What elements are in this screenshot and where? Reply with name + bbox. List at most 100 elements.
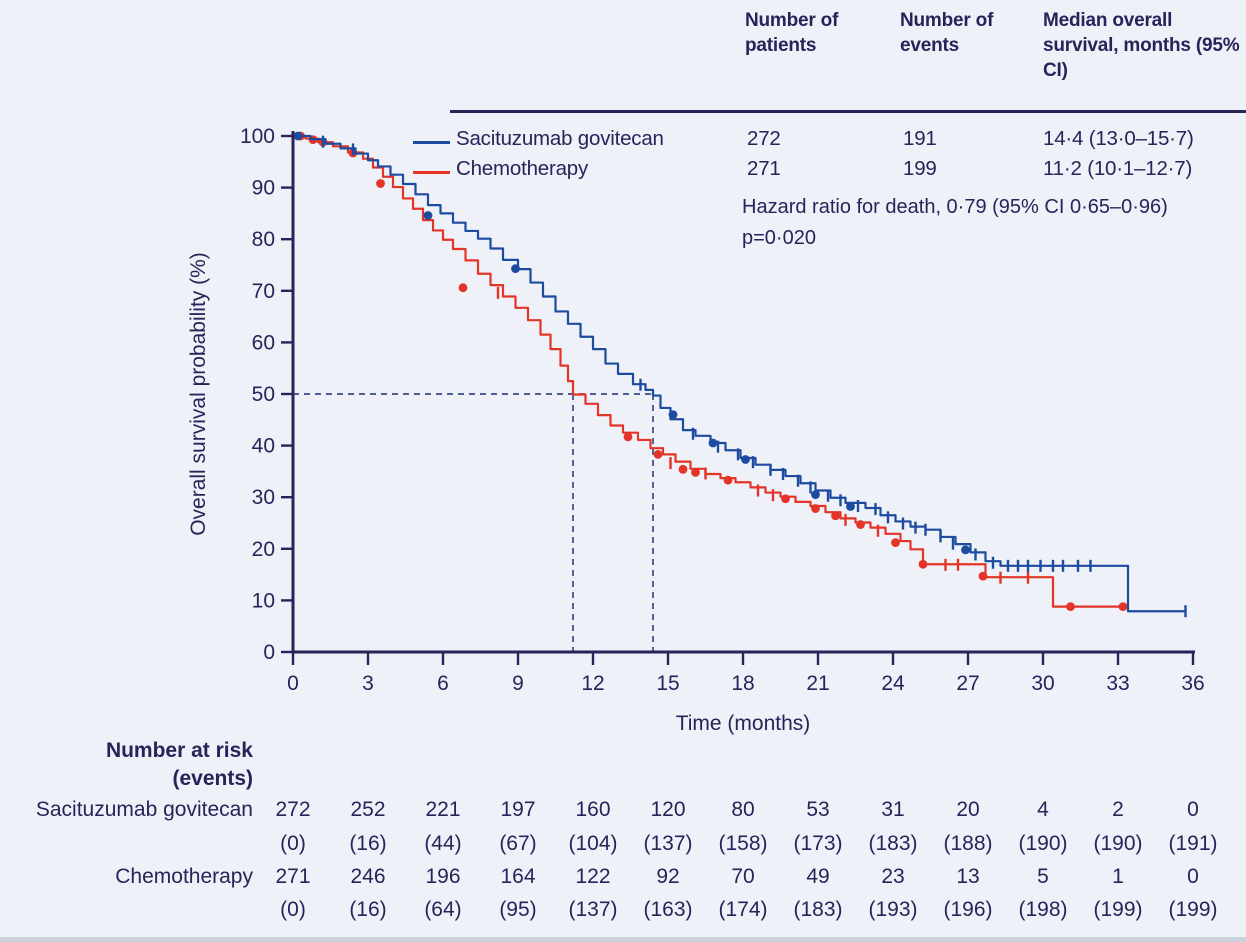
event-dot: [856, 520, 865, 529]
risk-value: 49: [806, 865, 829, 888]
event-dot: [623, 432, 633, 442]
x-tick-label: 9: [512, 672, 524, 695]
y-tick-label: 90: [252, 177, 275, 200]
risk-events-value: (0): [280, 898, 306, 921]
risk-value: 160: [575, 798, 610, 821]
y-tick-label: 70: [252, 280, 275, 303]
x-tick-label: 12: [581, 672, 604, 695]
risk-events-value: (44): [424, 832, 461, 855]
risk-value: 197: [500, 798, 535, 821]
stats-header-patients: Number of patients: [745, 10, 839, 57]
markers-sacituzumab: [293, 131, 1187, 618]
risk-row-label: Sacituzumab govitecan: [36, 798, 253, 821]
risk-events-value: (193): [868, 898, 917, 921]
y-tick-label: 0: [263, 641, 275, 664]
risk-events-value: (104): [568, 832, 617, 855]
stats-header-median: Median overall survival, months (95% CI): [1043, 10, 1240, 82]
x-tick-label: 3: [362, 672, 374, 695]
event-dot: [458, 283, 468, 293]
risk-value: 13: [956, 865, 979, 888]
risk-value: 80: [731, 798, 754, 821]
risk-events-value: (95): [499, 898, 536, 921]
legend-line-sacituzumab: [413, 141, 450, 144]
event-dot: [1066, 602, 1075, 611]
risk-events-value: (137): [643, 832, 692, 855]
x-tick-label: 0: [287, 672, 299, 695]
event-dot: [678, 464, 688, 474]
risk-value: 272: [275, 798, 310, 821]
x-tick-label: 36: [1181, 672, 1204, 695]
risk-value: 53: [806, 798, 829, 821]
y-tick-label: 50: [252, 383, 275, 406]
risk-value: 271: [275, 865, 310, 888]
risk-value: 4: [1037, 798, 1049, 821]
event-dot: [653, 449, 663, 459]
event-dot: [691, 468, 700, 477]
legend-line-chemotherapy: [413, 171, 450, 174]
axes: [281, 131, 1195, 665]
risk-value: 120: [650, 798, 685, 821]
event-dot: [293, 131, 303, 141]
event-dot: [961, 545, 970, 555]
event-dot: [831, 511, 840, 521]
risk-events-value: (188): [943, 832, 992, 855]
risk-value: 0: [1187, 865, 1199, 888]
event-dot: [1118, 602, 1128, 611]
risk-table-header-events: (events): [172, 767, 253, 790]
risk-events-value: (158): [718, 832, 767, 855]
chemotherapy-events-value: 199: [903, 157, 937, 180]
event-dot: [376, 179, 385, 188]
event-dot: [423, 211, 433, 220]
risk-events-value: (198): [1018, 898, 1067, 921]
risk-value: 0: [1187, 798, 1199, 821]
y-tick-label: 30: [252, 486, 275, 509]
x-tick-label: 27: [956, 672, 979, 695]
risk-value: 1: [1112, 865, 1124, 888]
x-tick-label: 33: [1106, 672, 1129, 695]
risk-events-value: (183): [793, 898, 842, 921]
hazard-ratio-text: Hazard ratio for death, 0·79 (95% CI 0·6…: [742, 196, 1168, 218]
risk-value: 23: [881, 865, 904, 888]
x-tick-label: 18: [731, 672, 754, 695]
y-tick-label: 40: [252, 435, 275, 458]
risk-events-value: (174): [718, 898, 767, 921]
legend-label-chemotherapy: Chemotherapy: [456, 157, 589, 180]
event-dot: [708, 438, 718, 448]
risk-events-value: (196): [943, 898, 992, 921]
p-value-text: p=0·020: [742, 227, 816, 249]
y-tick-label: 100: [240, 125, 275, 148]
risk-events-value: (191): [1168, 832, 1217, 855]
event-dot: [511, 264, 520, 274]
risk-events-value: (199): [1168, 898, 1217, 921]
x-tick-label: 30: [1031, 672, 1054, 695]
event-dot: [891, 538, 900, 548]
risk-events-value: (199): [1093, 898, 1142, 921]
legend-label-sacituzumab: Sacituzumab govitecan: [456, 127, 664, 150]
risk-events-value: (137): [568, 898, 617, 921]
event-dot: [723, 475, 733, 485]
risk-events-value: (163): [643, 898, 692, 921]
risk-events-value: (173): [793, 832, 842, 855]
risk-value: 20: [956, 798, 979, 821]
risk-value: 122: [575, 865, 610, 888]
risk-value: 246: [350, 865, 385, 888]
y-axis-title: Overall survival probability (%): [187, 252, 210, 536]
event-dot: [811, 490, 820, 500]
risk-value: 70: [731, 865, 754, 888]
x-tick-label: 24: [881, 672, 905, 695]
risk-value: 31: [881, 798, 904, 821]
median-guides: [293, 393, 654, 652]
x-axis-title: Time (months): [676, 712, 811, 735]
risk-table: Number at risk (events) Sacituzumab govite…: [36, 739, 1218, 921]
km-curve-chemotherapy: [293, 134, 1126, 608]
y-tick-label: 20: [252, 538, 275, 561]
risk-value: 164: [500, 865, 535, 888]
event-dot: [668, 410, 678, 420]
x-tick-label: 21: [806, 672, 829, 695]
stats-header-events: Number of events: [900, 10, 994, 57]
risk-events-value: (16): [349, 832, 386, 855]
event-dot: [978, 571, 988, 581]
